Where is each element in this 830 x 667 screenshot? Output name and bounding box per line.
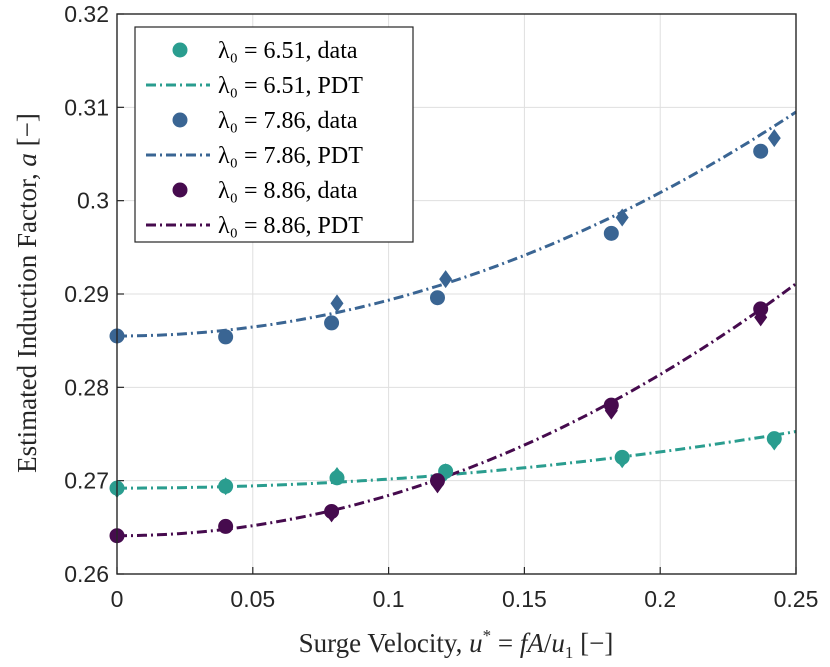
y-tick-label: 0.3 — [77, 188, 109, 214]
x-tick-label: 0 — [111, 586, 124, 612]
diamond-marker — [615, 208, 629, 227]
circle-marker — [614, 449, 630, 465]
legend-circle-marker — [172, 42, 188, 58]
circle-marker — [218, 518, 234, 534]
data-markers — [109, 129, 782, 544]
legend-circle-marker — [172, 182, 188, 198]
circle-marker — [218, 329, 234, 345]
x-tick-label: 0.15 — [502, 586, 547, 612]
circle-marker — [218, 478, 234, 494]
x-tick-label: 0.25 — [774, 586, 819, 612]
x-tick-label: 0.1 — [373, 586, 405, 612]
y-tick-label: 0.26 — [64, 561, 109, 587]
y-tick-label: 0.31 — [64, 94, 109, 120]
diamond-marker — [439, 270, 453, 289]
fit-line — [117, 110, 797, 338]
circle-marker — [766, 431, 782, 447]
legend-label-fit: λ₀ = 6.51, PDT — [218, 73, 363, 99]
y-tick-label: 0.29 — [64, 281, 109, 307]
x-axis-label: Surge Velocity, u* = fA/u1 [−] — [299, 626, 614, 662]
y-tick-label: 0.32 — [64, 1, 109, 27]
circle-marker — [603, 397, 619, 413]
circle-marker — [429, 290, 445, 306]
legend-circle-marker — [172, 112, 188, 128]
legend-label-data: λ₀ = 6.51, data — [218, 38, 358, 64]
circle-marker — [324, 503, 340, 519]
legend: λ₀ = 6.51, data λ₀ = 6.51, PDT λ₀ = 7.86, … — [134, 26, 414, 243]
y-tick-label: 0.27 — [64, 468, 109, 494]
diamond-marker — [767, 129, 781, 148]
x-tick-labels: 0 0.05 0.1 0.15 0.2 0.25 — [111, 586, 819, 612]
circle-marker — [329, 470, 345, 486]
diamond-marker — [330, 294, 344, 313]
legend-label-fit: λ₀ = 7.86, PDT — [218, 143, 363, 169]
circle-marker — [753, 143, 769, 159]
x-tick-label: 0.2 — [644, 586, 676, 612]
y-tick-labels: 0.26 0.27 0.28 0.29 0.3 0.31 0.32 — [64, 1, 109, 587]
legend-label-data: λ₀ = 8.86, data — [218, 178, 358, 204]
y-tick-label: 0.28 — [64, 374, 109, 400]
fit-line — [117, 430, 797, 490]
plot-frame — [116, 13, 797, 575]
circle-marker — [753, 301, 769, 317]
fit-curves — [117, 110, 797, 538]
x-tick-label: 0.05 — [230, 586, 275, 612]
circle-marker — [603, 225, 619, 241]
legend-label-fit: λ₀ = 8.86, PDT — [218, 213, 363, 239]
legend-label-data: λ₀ = 7.86, data — [218, 108, 358, 134]
legend-box — [134, 26, 414, 243]
circle-marker — [324, 315, 340, 331]
circle-marker — [429, 473, 445, 489]
y-axis-label: Estimated Induction Factor, a [−] — [12, 113, 42, 473]
fit-line — [117, 282, 797, 538]
